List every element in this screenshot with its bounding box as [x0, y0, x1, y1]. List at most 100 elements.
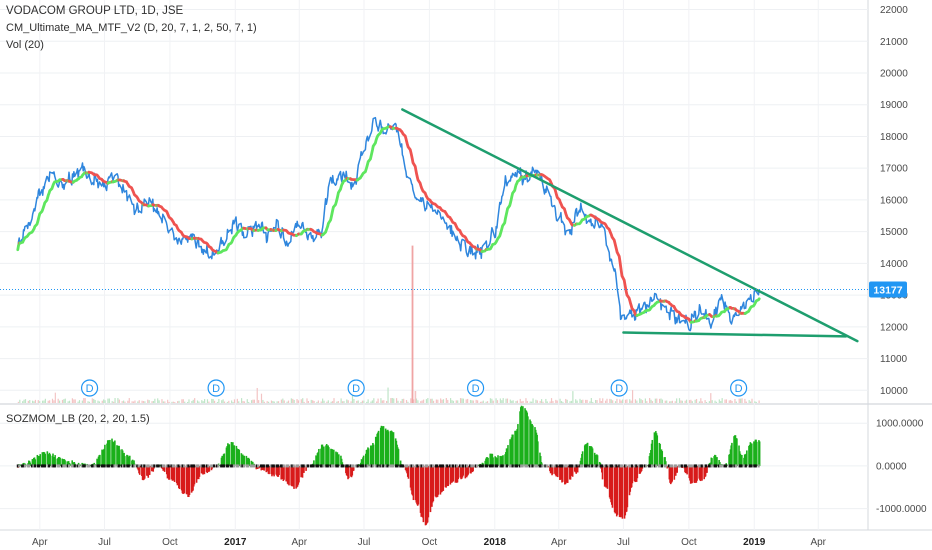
ma-segment-down: [394, 126, 479, 251]
momentum-bar-up: [581, 451, 584, 466]
squeeze-dot: [683, 464, 686, 468]
time-tick-label: Apr: [32, 537, 48, 548]
squeeze-dot: [480, 464, 483, 468]
squeeze-dot: [212, 464, 216, 468]
squeeze-dot: [402, 464, 405, 468]
squeeze-dot: [677, 464, 681, 468]
momentum-bar-down: [432, 465, 435, 502]
volume-bar: [758, 400, 760, 403]
volume-bar: [549, 401, 551, 403]
volume-bar: [101, 400, 103, 403]
volume-bar: [649, 398, 651, 403]
volume-bar: [138, 400, 140, 403]
squeeze-dot: [87, 464, 91, 468]
squeeze-dot: [76, 464, 79, 468]
momentum-bar-down: [437, 465, 440, 495]
volume-bar: [57, 398, 59, 403]
dividend-marker[interactable]: D: [730, 379, 748, 397]
momentum-bar-down: [701, 465, 703, 481]
squeeze-dot: [390, 464, 393, 468]
indicator-legend[interactable]: CM_Ultimate_MA_MTF_V2 (D, 20, 7, 1, 2, 5…: [6, 22, 257, 34]
ma-segment-down: [664, 299, 693, 324]
osc-tick-label: 0.0000: [876, 461, 907, 472]
momentum-bar-up: [318, 448, 320, 466]
dividend-marker[interactable]: D: [80, 379, 99, 397]
symbol-title[interactable]: VODACOM GROUP LTD, 1D, JSE: [6, 5, 184, 17]
volume-bar: [377, 398, 379, 403]
squeeze-dot: [653, 464, 656, 468]
squeeze-dot: [464, 464, 467, 468]
squeeze-dot: [608, 464, 611, 468]
volume-bar: [390, 398, 392, 403]
volume-bar: [232, 401, 234, 403]
squeeze-dot: [156, 464, 159, 468]
momentum-bar-up: [233, 445, 236, 466]
oscillator-legend[interactable]: SOZMOM_LB (20, 2, 20, 1.5): [6, 413, 150, 425]
momentum-bar-down: [412, 465, 415, 501]
volume-bar: [148, 400, 150, 403]
volume-bar: [223, 401, 226, 403]
squeeze-dot: [750, 464, 753, 468]
momentum-bar-down: [566, 465, 569, 483]
volume-bar: [77, 401, 79, 403]
squeeze-dot: [470, 464, 473, 468]
squeeze-dot: [100, 464, 103, 468]
volume-bar: [31, 400, 34, 403]
price-series[interactable]: [17, 116, 760, 332]
volume-bar: [609, 398, 611, 403]
volume-bar: [579, 398, 581, 403]
volume-bar: [363, 400, 365, 403]
volume-bar: [749, 401, 752, 403]
volume-bar: [206, 399, 209, 403]
squeeze-dot: [724, 464, 728, 468]
squeeze-dot: [137, 464, 140, 468]
volume-legend[interactable]: Vol (20): [6, 39, 44, 51]
volume-bar: [559, 398, 561, 403]
price-tick-label: 15000: [880, 227, 908, 238]
momentum-bar-up: [731, 442, 733, 466]
momentum-bar-up: [49, 454, 51, 466]
volume-bar: [351, 392, 354, 403]
volume-bar: [599, 398, 601, 403]
price-tick-label: 20000: [880, 68, 908, 79]
squeeze-dot: [220, 464, 223, 468]
volume-bar: [585, 399, 587, 403]
squeeze-dot: [305, 464, 308, 468]
volume-bar: [440, 398, 442, 403]
squeeze-dot: [406, 464, 409, 468]
volume-bar: [63, 399, 65, 403]
squeeze-dot: [306, 464, 310, 468]
volume-bar: [455, 400, 457, 403]
volume-bar: [194, 398, 196, 403]
squeeze-dot: [429, 464, 432, 468]
squeeze-dot: [754, 464, 757, 468]
volume-bar: [177, 401, 179, 403]
volume-bar: [432, 400, 435, 403]
volume-bar: [290, 398, 292, 403]
volume-bar: [296, 399, 298, 403]
squeeze-dot: [734, 464, 737, 468]
volume-bar: [413, 399, 415, 403]
ma-segment-down: [282, 228, 298, 237]
dividend-marker[interactable]: D: [610, 379, 628, 397]
volume-bar: [447, 399, 449, 403]
volume-bar: [718, 399, 720, 403]
volume-bar: [721, 398, 723, 403]
squeeze-dot: [269, 464, 273, 468]
last-price-badge: [869, 281, 907, 298]
volume-bar: [596, 400, 598, 403]
dividend-marker[interactable]: D: [466, 379, 485, 397]
volume-bar: [303, 401, 305, 403]
volume-bar: [515, 401, 517, 403]
squeeze-dot: [538, 464, 541, 468]
dividend-marker[interactable]: D: [207, 379, 225, 397]
trendlines[interactable]: [401, 108, 859, 343]
volume-bar: [39, 401, 41, 403]
squeeze-dot: [251, 464, 254, 468]
momentum-bar-up: [228, 444, 231, 466]
momentum-bar-down: [457, 465, 460, 480]
volume-bar: [310, 399, 312, 403]
dividend-marker[interactable]: D: [347, 379, 365, 397]
momentum-bar-down: [198, 465, 201, 477]
